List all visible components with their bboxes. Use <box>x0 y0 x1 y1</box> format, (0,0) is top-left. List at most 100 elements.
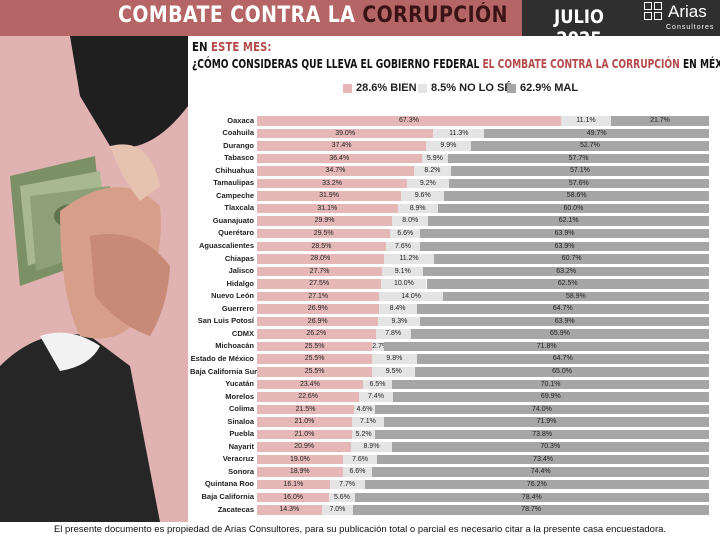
category-label: Chihuahua <box>215 165 254 175</box>
bar-segment-nolose: 7.0% <box>321 505 354 515</box>
data-label: 60.0% <box>563 204 584 212</box>
bar-segment-bien: 36.4% <box>257 153 422 164</box>
bar-segment-bien: 26.9% <box>257 316 379 327</box>
category-label: Tabasco <box>224 153 254 163</box>
bar-segment-bien: 25.5% <box>257 354 373 364</box>
data-label: 9.8% <box>386 355 403 363</box>
bar-segment-bien: 27.5% <box>257 279 382 289</box>
category-label: Querétaro <box>218 228 254 238</box>
data-label: 10.0% <box>393 280 414 288</box>
data-label: 23.4% <box>299 380 320 388</box>
data-label: 64.7% <box>552 305 573 313</box>
bar-segment-mal: 60.0% <box>437 203 709 214</box>
category-label: Estado de México <box>190 353 254 363</box>
data-label: 78.4% <box>521 493 542 501</box>
data-label: 73.4% <box>533 455 554 463</box>
bar-segment-bien: 27.7% <box>257 266 383 277</box>
bar-segment-nolose: 9.5% <box>372 367 416 377</box>
bar-segment-mal: 70.3% <box>391 442 709 452</box>
data-label: 27.1% <box>308 292 329 300</box>
bar-segment-bien: 37.4% <box>257 141 427 151</box>
bar-segment-mal: 58.6% <box>444 191 709 201</box>
bar-segment-mal: 65.0% <box>415 367 709 377</box>
data-label: 9.9% <box>440 142 457 150</box>
data-label: 31.9% <box>319 192 339 200</box>
data-label: 21.0% <box>294 430 315 438</box>
bar-segment-nolose: 6.6% <box>342 467 373 477</box>
data-label: 33.2% <box>322 179 342 187</box>
data-label: 11.2% <box>399 255 419 263</box>
data-label: 28.5% <box>311 242 332 250</box>
category-label: Guanajuato <box>212 215 254 225</box>
data-label: 25.5% <box>304 342 325 350</box>
category-label: Campeche <box>216 190 254 200</box>
bar-segment-mal: 76.2% <box>364 479 709 490</box>
bar-segment-mal: 74.4% <box>372 467 709 477</box>
bar-segment-mal: 73.4% <box>377 454 709 465</box>
data-label: 63.2% <box>556 267 577 275</box>
bar-segment-nolose: 5.6% <box>329 492 355 502</box>
data-label: 62.5% <box>557 280 578 288</box>
data-label: 34.7% <box>325 167 346 175</box>
data-label: 65.0% <box>552 368 573 375</box>
data-label: 29.5% <box>313 229 334 237</box>
handshake-money-photo <box>0 36 188 522</box>
bar-segment-mal: 69.9% <box>392 392 709 402</box>
footer-disclaimer: El presente documento es propiedad de Ar… <box>53 524 667 535</box>
data-label: 7.1% <box>359 418 376 426</box>
logo-subtitle: Consultores <box>666 24 715 31</box>
bar-segment-mal: 78.4% <box>354 492 709 502</box>
data-label: 74.4% <box>530 468 551 476</box>
bar-segment-nolose: 5.2% <box>351 429 376 440</box>
data-label: 6.5% <box>369 380 386 388</box>
bar-segment-mal: 64.7% <box>416 304 709 314</box>
data-label: 69.9% <box>540 393 561 401</box>
bar-segment-mal: 65.9% <box>410 329 709 339</box>
data-label: 39.0% <box>335 129 356 137</box>
bar-segment-mal: 57.7% <box>448 153 709 164</box>
data-label: 8.9% <box>409 204 426 212</box>
bar-segment-bien: 28.0% <box>257 254 384 264</box>
bar-segment-bien: 33.2% <box>257 178 408 189</box>
bar-segment-mal: 60.7% <box>434 254 709 264</box>
legend-label-mal: 62.9% MAL <box>520 82 579 94</box>
data-label: 14.0% <box>401 292 422 300</box>
bar-segment-nolose: 8.2% <box>413 166 451 176</box>
bar-segment-nolose: 9.9% <box>426 141 471 151</box>
bar-segment-nolose: 4.6% <box>354 404 375 415</box>
data-label: 28.0% <box>310 255 331 263</box>
bar-segment-bien: 31.9% <box>257 191 402 201</box>
bar-segment-nolose: 6.6% <box>390 228 421 239</box>
data-label: 18.9% <box>289 468 310 476</box>
data-label: 49.7% <box>586 129 607 137</box>
bar-segment-bien: 31.1% <box>257 203 398 214</box>
data-label: 62.1% <box>558 217 579 225</box>
bar-segment-bien: 16.0% <box>257 492 330 502</box>
page-title: COMBATE CONTRA LA CORRUPCIÓN <box>118 3 508 28</box>
data-label: 8.2% <box>424 167 441 175</box>
category-label: Coahuila <box>222 128 254 138</box>
category-label: Hidalgo <box>226 278 255 288</box>
bar-segment-nolose: 5.9% <box>421 153 449 164</box>
data-label: 57.1% <box>570 167 590 175</box>
bar-segment-mal: 64.7% <box>416 354 709 364</box>
bar-segment-bien: 25.5% <box>257 341 373 352</box>
data-label: 21.5% <box>295 405 316 413</box>
data-label: 9.2% <box>419 179 436 187</box>
bar-segment-nolose: 8.4% <box>378 304 417 314</box>
data-label: 73.8% <box>532 430 553 438</box>
data-label: 27.5% <box>309 280 330 288</box>
bar-segment-nolose: 7.1% <box>351 417 384 427</box>
data-label: 76.2% <box>526 480 547 488</box>
bar-segment-bien: 22.6% <box>257 392 360 402</box>
category-label: Nuevo León <box>211 291 254 301</box>
data-label: 70.3% <box>540 443 561 451</box>
data-label: 58.6% <box>566 192 587 200</box>
category-label: Guerrero <box>221 303 254 313</box>
bar-segment-nolose: 7.6% <box>385 241 421 251</box>
data-label: 8.0% <box>402 217 419 225</box>
bar-segment-nolose: 7.8% <box>375 329 411 339</box>
data-label: 70.1% <box>540 380 561 388</box>
bar-segment-nolose: 14.0% <box>379 291 443 302</box>
bar-segment-nolose: 9.6% <box>401 191 445 201</box>
